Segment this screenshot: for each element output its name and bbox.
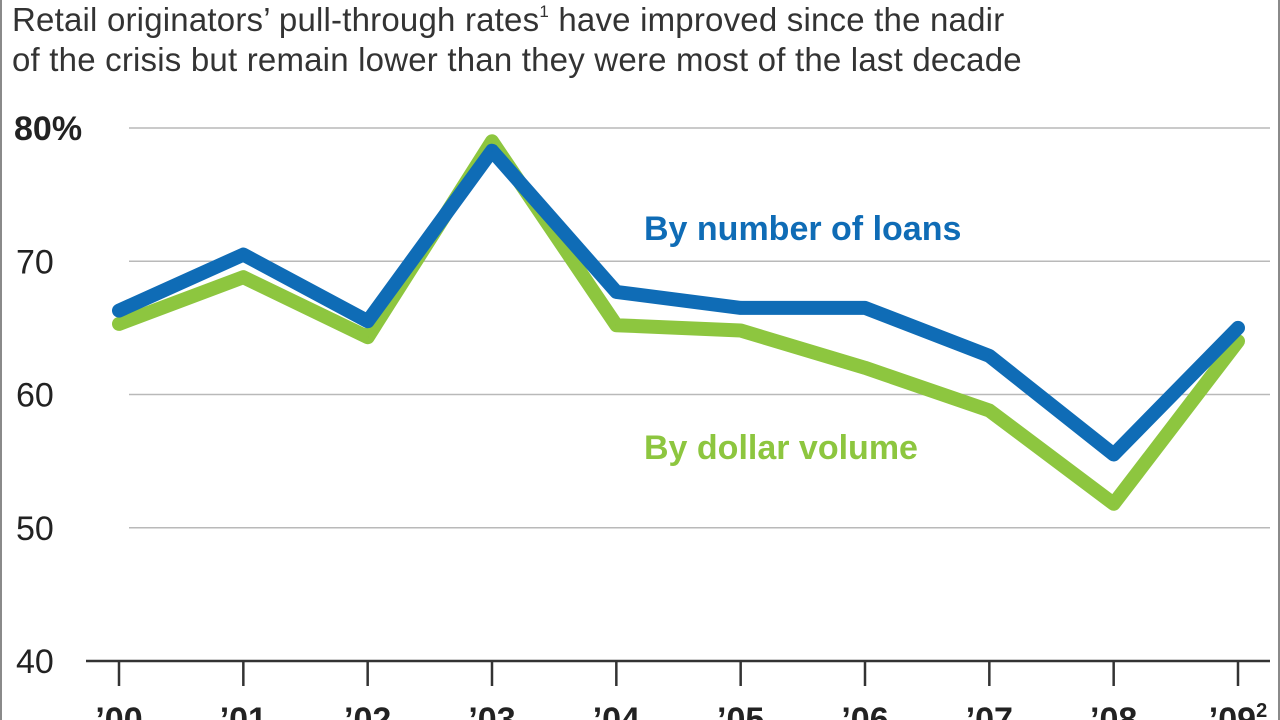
point-by-number-of-loans-1 [242,253,245,256]
point-by-number-of-loans-2 [366,320,369,323]
point-by-dollar-volume-5 [739,329,742,332]
point-by-number-of-loans-9 [1237,326,1239,329]
x-tick-label-2: ’02 [344,701,391,720]
point-by-number-of-loans-7 [988,354,991,357]
y-tick-label-70: 70 [16,243,54,281]
x-tick-label-4: ’04 [593,701,640,720]
point-by-dollar-volume-3 [491,140,493,143]
x-axis-labels: ’00 ’01 ’02 ’03 ’04 ’05 ’06 ’07 ’08 ’092 [95,700,1267,720]
point-by-dollar-volume-8 [1112,502,1115,505]
x-axis [86,659,1270,686]
point-by-dollar-volume-7 [988,409,991,412]
title-footnote-marker: 1 [539,2,549,21]
point-by-number-of-loans-6 [864,306,866,309]
point-by-dollar-volume-9 [1237,340,1239,343]
point-by-number-of-loans-5 [739,306,742,309]
x-tick-label-0: ’00 [95,701,142,720]
x-tick-label-1: ’01 [220,701,267,720]
grid-layer [129,127,1270,529]
point-by-dollar-volume-0 [118,322,120,325]
point-by-dollar-volume-1 [242,276,245,279]
chart-title: Retail originators’ pull-through rates1 … [12,0,1278,80]
point-by-number-of-loans-8 [1112,453,1115,456]
x-tick-label-5: ’05 [717,701,764,720]
point-by-dollar-volume-4 [615,324,618,327]
point-by-number-of-loans-3 [491,149,493,152]
x-tick-label-3: ’03 [468,701,515,720]
y-tick-label-80: 80% [14,110,82,148]
series-layer [112,134,1245,511]
point-by-dollar-volume-6 [864,366,866,369]
x-tick-label-8: ’08 [1090,701,1137,720]
x-tick-label-9: ’092 [1209,700,1267,720]
point-by-number-of-loans-0 [118,309,120,312]
series-label-by-dollar-volume: By dollar volume [644,429,918,467]
series-line-by-dollar-volume [112,134,1245,511]
x-tick-label-7: ’07 [966,701,1013,720]
y-tick-label-60: 60 [16,377,54,415]
series-label-by-number-of-loans: By number of loans [644,210,961,248]
x-tick-label-6: ’06 [841,701,888,720]
y-tick-label-40: 40 [16,643,54,681]
y-axis-labels: 80% 70 60 50 40 [14,110,82,681]
series-line-by-number-of-loans [112,143,1245,462]
x-tick-footnote-9: 2 [1256,700,1267,720]
title-line1-post: have improved since the nadir [548,1,1005,38]
y-tick-label-50: 50 [16,510,54,548]
point-by-dollar-volume-2 [366,336,369,339]
title-line1-pre: Retail originators’ pull-through rates [12,1,540,38]
title-line2: of the crisis but remain lower than they… [12,41,1022,78]
point-by-number-of-loans-4 [615,290,618,293]
series-labels: By dollar volume By number of loans [644,210,961,467]
